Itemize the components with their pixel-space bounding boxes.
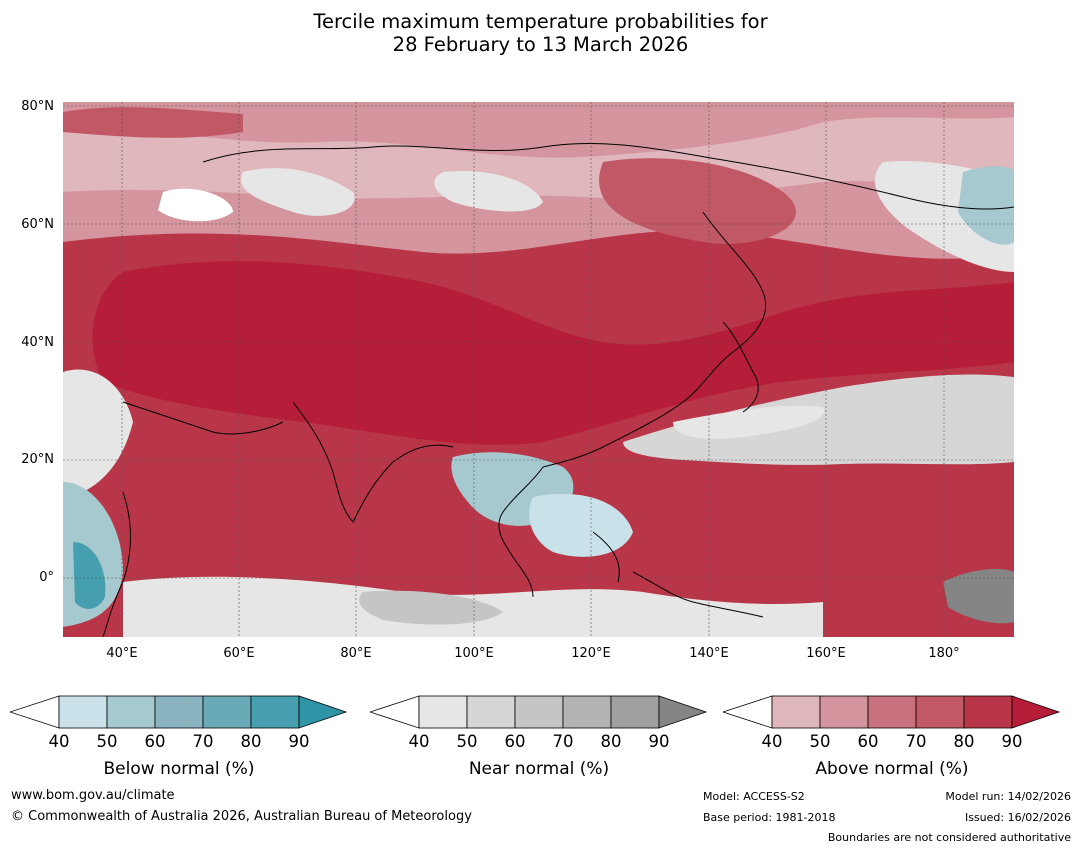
title-line-1: Tercile maximum temperature probabilitie… (313, 10, 768, 33)
lat-label-60n: 60°N (21, 217, 54, 232)
lon-label-80e: 80°E (340, 646, 372, 661)
colorbar-below-bin-2 (106, 695, 156, 729)
region-midlat-very-strong (92, 261, 1014, 445)
colorbar-above-tick-70: 70 (905, 732, 927, 751)
colorbar-below-label: Below normal (%) (103, 759, 255, 779)
colorbar-near-bin-4 (562, 695, 612, 729)
colorbar-near-tick-60: 60 (504, 732, 526, 751)
lon-label-60e: 60°E (223, 646, 255, 661)
region-arctic-strong (63, 107, 243, 138)
lon-label-120e: 120°E (571, 646, 611, 661)
colorbar-near-bin-5 (610, 695, 660, 729)
title-line-2: 28 February to 13 March 2026 (392, 33, 689, 56)
colorbar-near-bin-1 (418, 695, 468, 729)
footer-website-link[interactable]: www.bom.gov.au/climate (11, 788, 175, 803)
colorbar-above-bin-3 (867, 695, 917, 729)
probability-map (63, 102, 1014, 637)
graticule (63, 102, 1014, 637)
region-below-se-asia (529, 493, 633, 557)
colorbar-below-tick-60: 60 (144, 732, 166, 751)
colorbar-near-tick-80: 80 (600, 732, 622, 751)
colorbar-near-bin-3 (514, 695, 564, 729)
region-near-north-1 (241, 168, 355, 216)
coastlines (102, 142, 1014, 637)
colorbar-near (370, 695, 708, 729)
colorbar-above-tick-60: 60 (857, 732, 879, 751)
footer-model-run: Model run: 14/02/2026 (945, 790, 1071, 803)
colorbar-above-under-arrow (723, 695, 773, 729)
colorbar-near-tick-50: 50 (456, 732, 478, 751)
colorbar-below-tick-40: 40 (48, 732, 70, 751)
region-white-west (158, 188, 233, 222)
colorbar-below-bin-5 (250, 695, 300, 729)
lon-label-140e: 140°E (689, 646, 729, 661)
colorbar-below-bin-4 (202, 695, 252, 729)
colorbar-above-bin-4 (915, 695, 965, 729)
lat-label-0: 0° (39, 570, 54, 585)
colorbar-below-under-arrow (10, 695, 60, 729)
colorbar-near-tick-70: 70 (552, 732, 574, 751)
colorbar-below-tick-70: 70 (192, 732, 214, 751)
colorbar-above-tick-40: 40 (761, 732, 783, 751)
lat-label-40n: 40°N (21, 335, 54, 350)
colorbar-below-tick-50: 50 (96, 732, 118, 751)
footer-model: Model: ACCESS-S2 (703, 790, 805, 803)
colorbar-above-over-arrow (1011, 695, 1061, 729)
region-near-strong-southeast (943, 569, 1014, 624)
lat-label-80n: 80°N (21, 99, 54, 114)
colorbar-below-tick-90: 90 (288, 732, 310, 751)
footer-issued: Issued: 16/02/2026 (964, 811, 1071, 824)
map-title: Tercile maximum temperature probabilitie… (0, 10, 1081, 56)
colorbar-below-tick-80: 80 (240, 732, 262, 751)
colorbar-above (723, 695, 1061, 729)
lat-label-20n: 20°N (21, 452, 54, 467)
colorbar-near-label: Near normal (%) (468, 759, 610, 779)
lon-label-100e: 100°E (454, 646, 494, 661)
region-near-pacific (623, 374, 1014, 465)
region-below-east-africa-strong (73, 542, 106, 609)
colorbar-above-tick-50: 50 (809, 732, 831, 751)
colorbar-above-tick-90: 90 (1001, 732, 1023, 751)
colorbar-below (10, 695, 348, 729)
colorbar-below-bin-1 (58, 695, 108, 729)
colorbar-above-bin-5 (963, 695, 1013, 729)
colorbar-above-tick-80: 80 (953, 732, 975, 751)
map-canvas (63, 102, 1014, 637)
colorbar-above-bin-2 (819, 695, 869, 729)
footer-disclaimer: Boundaries are not considered authoritat… (827, 831, 1071, 844)
colorbar-near-under-arrow (370, 695, 420, 729)
colorbar-near-over-arrow (658, 695, 708, 729)
colorbar-near-tick-90: 90 (648, 732, 670, 751)
colorbar-above-bin-1 (771, 695, 821, 729)
lon-label-160e: 160°E (806, 646, 846, 661)
footer-copyright: © Commonwealth of Australia 2026, Austra… (11, 809, 472, 824)
region-near-arabia (63, 369, 133, 497)
region-near-north-2 (434, 171, 543, 212)
region-east-siberia (599, 158, 796, 244)
region-near-south-mid (359, 590, 503, 625)
colorbar-above-label: Above normal (%) (815, 759, 969, 779)
colorbar-below-bin-3 (154, 695, 204, 729)
lon-label-40e: 40°E (106, 646, 138, 661)
region-near-pacific-light (673, 405, 825, 439)
colorbar-near-bin-2 (466, 695, 516, 729)
colorbar-near-tick-40: 40 (408, 732, 430, 751)
colorbar-below-over-arrow (298, 695, 348, 729)
lon-label-180: 180° (928, 646, 960, 661)
footer-base-period: Base period: 1981-2018 (703, 811, 836, 824)
region-below-northeast (958, 166, 1014, 245)
